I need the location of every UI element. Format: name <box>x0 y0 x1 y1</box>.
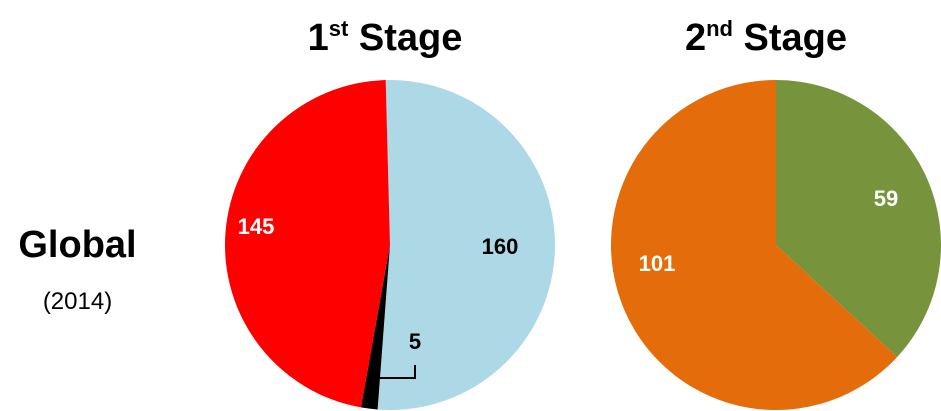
label-leader-line <box>380 365 416 379</box>
row-label: Global <box>18 224 137 266</box>
pie-slice-145 <box>225 80 390 408</box>
slice-label-160: 160 <box>482 234 519 259</box>
slice-label-145: 145 <box>238 214 275 239</box>
chart-title: 1st Stage <box>308 16 463 59</box>
pie-slice-59 <box>776 80 941 358</box>
pie-slice-101 <box>610 80 898 411</box>
slice-label-5: 5 <box>409 329 421 354</box>
pie-chart-2nd-stage: 2nd Stage 59 101 <box>610 16 941 411</box>
pie-chart-1st-stage: 1st Stage 160 5 145 <box>225 16 555 410</box>
slice-label-59: 59 <box>874 186 898 211</box>
row-sublabel: (2014) <box>42 288 113 315</box>
chart-title: 2nd Stage <box>685 16 847 59</box>
pie-slice-160 <box>377 80 555 410</box>
slice-label-101: 101 <box>639 251 676 276</box>
pie-slice-5 <box>361 245 390 410</box>
